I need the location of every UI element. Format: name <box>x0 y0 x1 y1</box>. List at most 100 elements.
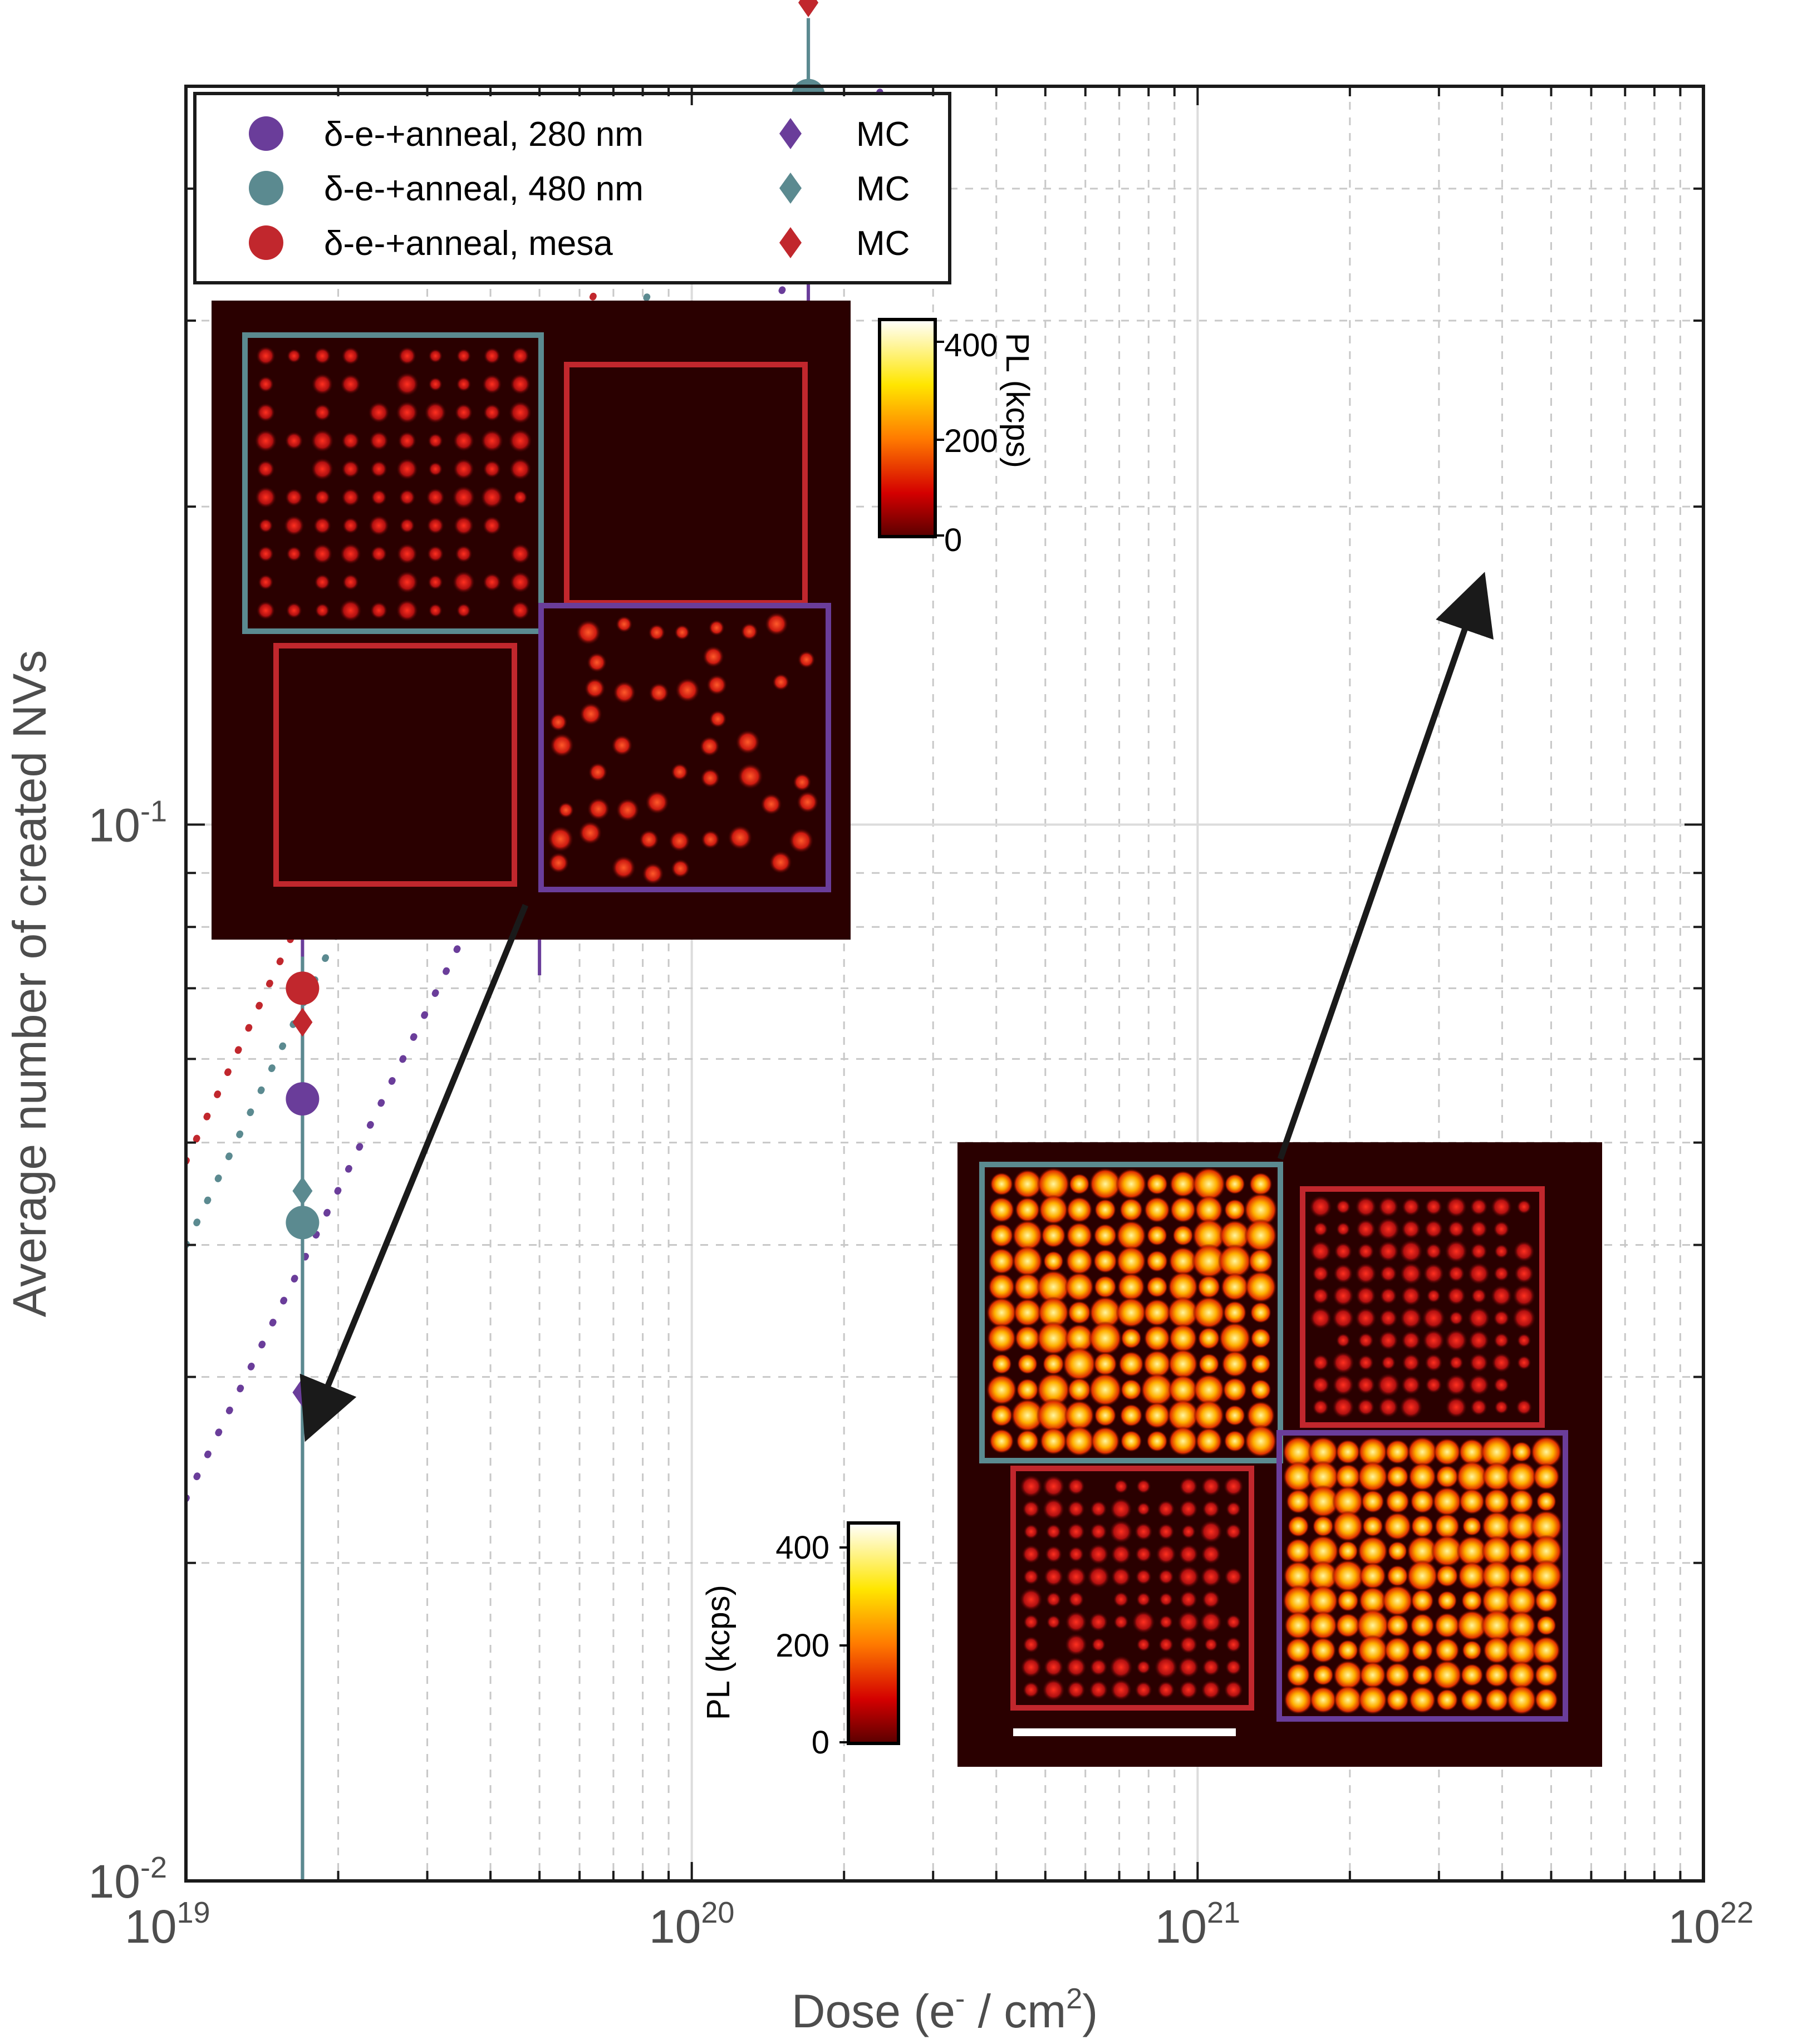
inset-pl-spot <box>1065 1657 1087 1678</box>
inset-pl-spot <box>1359 1661 1387 1689</box>
inset-pl-spot <box>1223 1476 1244 1497</box>
inset-pl-spot <box>311 373 333 395</box>
inset-pl-spot <box>1460 1688 1484 1712</box>
inset-pl-spot <box>1462 1640 1482 1660</box>
inset-pl-spot <box>1402 1353 1421 1372</box>
inset-pl-spot <box>1146 1250 1168 1272</box>
inset-pl-spot <box>1432 1660 1462 1691</box>
inset-pl-spot <box>1022 1681 1040 1699</box>
inset-pl-spot <box>1435 1638 1460 1663</box>
inset-pl-spot <box>1200 1566 1222 1588</box>
inset-pl-spot <box>1382 1585 1413 1616</box>
inset-pl-spot <box>1120 1430 1142 1452</box>
inset-pl-spot <box>1490 1196 1512 1218</box>
inset-pl-spot <box>1135 1545 1152 1563</box>
inset-pl-spot <box>1431 1535 1464 1568</box>
inset-pl-spot <box>426 517 445 535</box>
inset-pl-spot <box>1534 1663 1559 1687</box>
inset-pl-spot <box>254 486 277 509</box>
inset-pl-spot <box>1399 1306 1422 1330</box>
inset-pl-spot <box>1356 1285 1376 1306</box>
inset-pl-spot <box>1168 1324 1197 1353</box>
legend-marker-280nm <box>249 116 283 151</box>
inset-pl-spot <box>986 1297 1017 1328</box>
inset-pl-spot <box>796 790 819 813</box>
inset-pl-spot <box>700 768 720 788</box>
inset-pl-spot <box>1067 1377 1092 1402</box>
inset-pl-spot <box>1471 1288 1487 1304</box>
inset-pl-spot <box>1401 1197 1421 1216</box>
inset-pl-spot <box>1332 1351 1355 1374</box>
inset-pl-spot <box>1512 1284 1536 1308</box>
inset-pl-spot <box>1089 1168 1122 1201</box>
inset-pl-spot <box>1480 1435 1514 1468</box>
axes-frame <box>184 85 1705 1883</box>
inset-pl-spot <box>395 401 419 424</box>
inset-pl-spot <box>1423 1219 1443 1239</box>
inset-pl-spot <box>1016 1378 1039 1401</box>
inset-pl-spot <box>482 374 502 395</box>
inset-pl-spot <box>1332 1374 1354 1396</box>
inset-pl-spot <box>1157 1500 1175 1519</box>
inset-pl-spot <box>1434 1612 1460 1639</box>
inset-pl-spot <box>793 773 812 792</box>
inset-pl-spot <box>1204 1637 1219 1652</box>
inset-pl-spot <box>1068 1591 1084 1608</box>
inset-pl-spot <box>1434 1513 1460 1539</box>
inset-pl-spot <box>788 828 814 853</box>
inset-pl-spot <box>1332 1559 1364 1593</box>
inset-pl-spot <box>1287 1515 1309 1537</box>
inset-pl-spot <box>1462 1516 1482 1536</box>
inset-pl-spot <box>1111 1544 1132 1565</box>
inset-pl-spot <box>1198 1353 1220 1375</box>
inset-pl-spot <box>1013 1298 1042 1327</box>
inset-pl-spot <box>1468 1374 1490 1396</box>
inset-pl-spot <box>1121 1328 1142 1349</box>
inset-pl-spot <box>1067 1477 1086 1496</box>
inset-pl-spot <box>1511 1441 1532 1463</box>
inset-pl-spot <box>1136 1478 1151 1494</box>
x-tick-label: 1020 <box>649 1896 735 1953</box>
colorbar-bottom-tick-400: 400 <box>775 1530 829 1566</box>
inset-pl-spot <box>1088 1321 1122 1355</box>
inset-pl-spot <box>1406 1560 1438 1592</box>
inset-top-box-teal <box>242 332 544 634</box>
inset-pl-spot <box>313 347 331 365</box>
inset-pl-spot <box>615 616 633 633</box>
inset-pl-spot <box>1493 1265 1510 1282</box>
inset-bottom-box-red-upper <box>1300 1186 1545 1428</box>
inset-pl-spot <box>1284 1611 1313 1640</box>
inset-pl-spot <box>1167 1399 1199 1432</box>
inset-pl-spot <box>283 515 305 536</box>
inset-pl-spot <box>1140 1373 1174 1407</box>
inset-pl-spot <box>1036 1321 1070 1355</box>
inset-pl-spot <box>1448 1310 1464 1326</box>
inset-pl-spot <box>1132 1610 1156 1634</box>
inset-pl-spot <box>1136 1591 1151 1607</box>
inset-pl-spot <box>1042 1475 1065 1498</box>
inset-pl-spot <box>1481 1511 1512 1542</box>
inset-pl-spot <box>1335 1439 1361 1465</box>
inset-pl-spot <box>1308 1611 1338 1640</box>
inset-pl-spot <box>370 545 387 563</box>
inset-pl-spot <box>483 460 502 478</box>
inset-pl-spot <box>1515 1399 1533 1416</box>
inset-pl-spot <box>1358 1332 1374 1349</box>
inset-pl-spot <box>1250 1354 1271 1374</box>
inset-pl-spot <box>1134 1522 1153 1541</box>
inset-pl-spot <box>728 825 753 850</box>
inset-pl-spot <box>1307 1461 1339 1493</box>
inset-pl-spot <box>397 346 416 365</box>
inset-pl-spot <box>513 490 528 505</box>
inset-pl-spot <box>1309 1195 1333 1218</box>
inset-pl-spot <box>1023 1524 1039 1540</box>
inset-pl-spot <box>453 515 474 536</box>
inset-pl-spot <box>1023 1614 1039 1630</box>
inset-pl-spot <box>1146 1225 1168 1246</box>
inset-pl-spot <box>986 1323 1016 1353</box>
inset-pl-spot <box>428 377 443 391</box>
inset-pl-spot <box>1332 1510 1364 1542</box>
inset-pl-spot <box>426 488 445 507</box>
inset-pl-spot <box>1533 1463 1560 1491</box>
inset-pl-spot <box>1379 1309 1398 1328</box>
